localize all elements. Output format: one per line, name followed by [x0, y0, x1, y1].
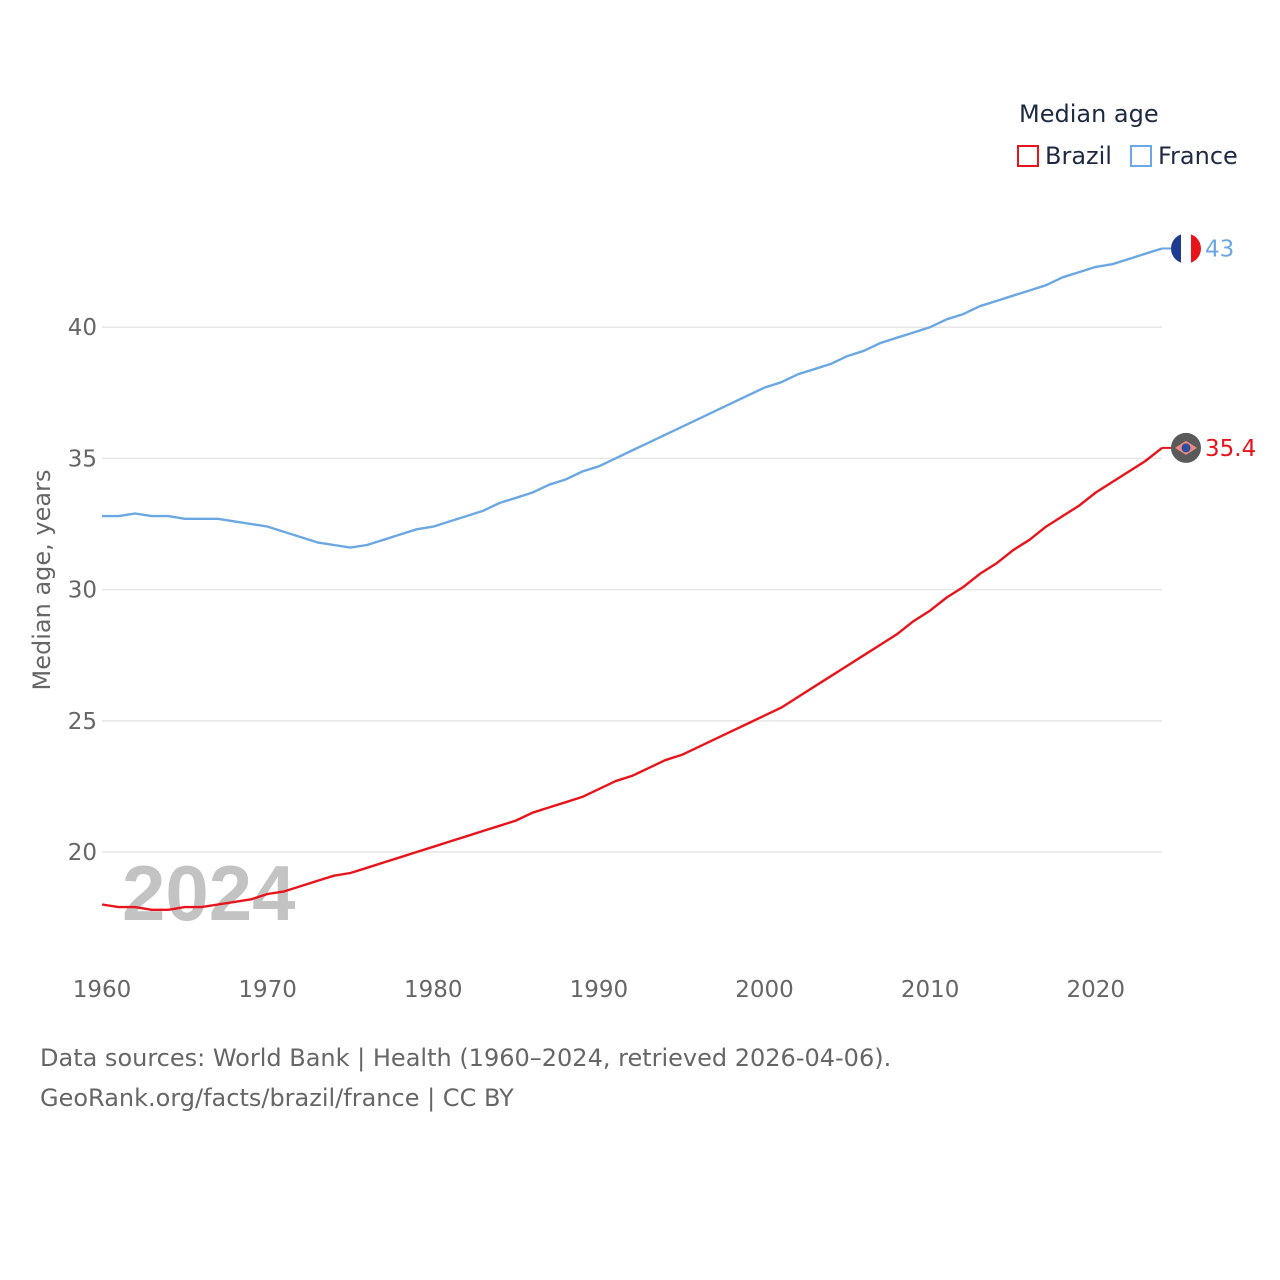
x-tick-label-1960: 1960	[73, 977, 132, 1003]
legend-swatch-brazil	[1017, 145, 1039, 167]
legend-title: Median age	[1019, 100, 1159, 128]
series-end-markers: 35.4 43	[1162, 233, 1256, 463]
x-tick-label-1980: 1980	[404, 977, 463, 1003]
legend-item-france[interactable]: France	[1129, 142, 1238, 170]
france-flag-icon	[1171, 233, 1201, 264]
y-tick-label-20: 20	[68, 840, 97, 866]
x-tick-label-1970: 1970	[238, 977, 297, 1003]
end-value-label-brazil: 35.4	[1205, 436, 1256, 462]
legend-swatch-france	[1129, 145, 1152, 167]
x-axis-ticks: 1960 1970 1980 1990 2000 2010 2020	[73, 977, 1125, 1003]
y-tick-label-30: 30	[68, 578, 97, 604]
brazil-flag-icon	[1171, 432, 1201, 463]
y-axis-title: Median age, years	[28, 470, 56, 691]
series-lines	[101, 247, 1163, 911]
series-line-brazil	[101, 446, 1163, 911]
gridlines	[102, 326, 1162, 853]
y-tick-label-40: 40	[68, 315, 97, 341]
y-tick-label-35: 35	[68, 446, 97, 472]
x-tick-label-1990: 1990	[570, 977, 629, 1003]
end-value-label-france: 43	[1205, 236, 1234, 262]
legend-label-brazil: Brazil	[1045, 142, 1112, 170]
attribution-link[interactable]: GeoRank.org/facts/brazil/france | CC BY	[40, 1084, 514, 1112]
legend-label-france: France	[1157, 142, 1238, 170]
x-tick-label-2000: 2000	[735, 977, 794, 1003]
data-source-note: Data sources: World Bank | Health (1960–…	[40, 1044, 892, 1072]
legend: Brazil France	[1017, 142, 1256, 170]
series-line-france	[102, 247, 1163, 549]
year-watermark: 2024	[122, 849, 296, 937]
legend-item-brazil[interactable]: Brazil	[1017, 142, 1112, 170]
y-axis-ticks: 20 25 30 35 40	[68, 315, 97, 866]
y-tick-label-25: 25	[68, 709, 97, 735]
x-tick-label-2010: 2010	[901, 977, 960, 1003]
x-tick-label-2020: 2020	[1066, 977, 1125, 1003]
